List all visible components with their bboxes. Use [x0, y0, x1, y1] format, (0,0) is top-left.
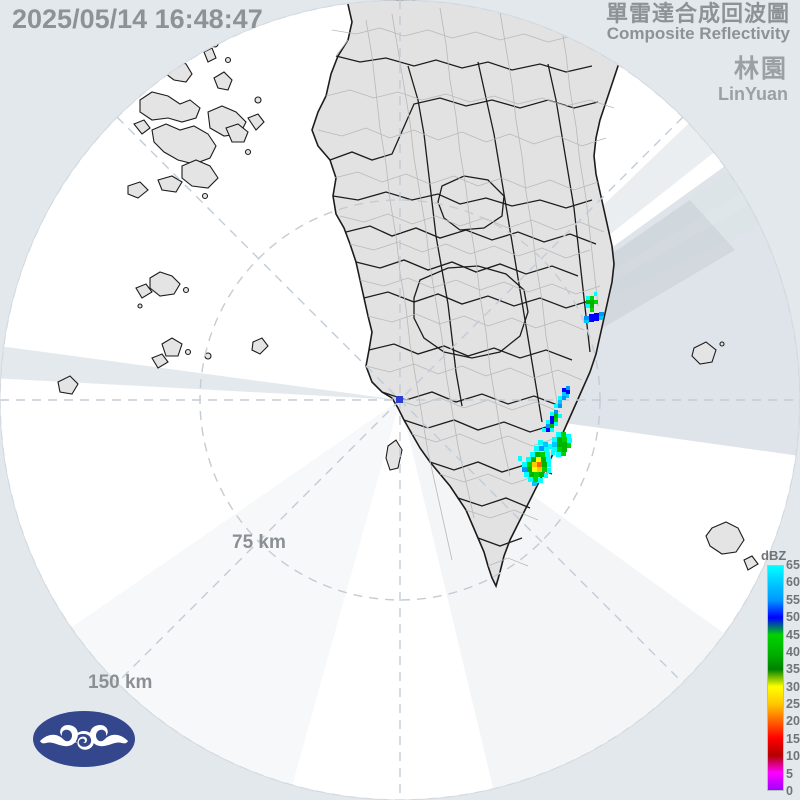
station-name: 林園 LinYuan — [717, 55, 788, 104]
station-name-zh: 林園 — [733, 55, 788, 83]
dbz-colorbar: dBZ 65 60 55 50 45 40 35 30 25 20 15 10 5 0 — [752, 548, 800, 800]
township-borders — [317, 7, 621, 567]
colorbar-tick-20: 20 — [786, 714, 800, 729]
range-ring-label-150km: 150 km — [88, 672, 153, 693]
echo-north-cell-b — [584, 312, 604, 323]
colorbar-tick-0: 0 — [786, 784, 793, 798]
product-title: 單雷達合成回波圖 Composite Reflectivity — [606, 2, 790, 44]
colorbar-tick-50: 50 — [786, 610, 800, 625]
colorbar-tick-45: 45 — [786, 627, 800, 642]
product-title-en: Composite Reflectivity — [606, 24, 790, 44]
echo-southern-main-core — [518, 440, 555, 486]
colorbar-tick-5: 5 — [786, 766, 793, 781]
colorbar-tick-65: 65 — [786, 558, 800, 572]
echo-offshore-core — [548, 432, 572, 457]
colorbar-tick-60: 60 — [786, 575, 800, 590]
range-ring-label-75km: 75 km — [232, 532, 286, 553]
echo-coastal-north — [554, 386, 570, 408]
colorbar-tick-30: 30 — [786, 679, 800, 694]
colorbar-tick-35: 35 — [786, 662, 800, 677]
cwb-logo — [32, 708, 136, 770]
colorbar-tick-55: 55 — [786, 592, 800, 607]
station-name-en: LinYuan — [717, 83, 788, 104]
echo-north-cell-a — [586, 292, 598, 312]
reflectivity-echoes — [518, 292, 604, 486]
echo-coastal-mid — [542, 410, 562, 432]
logo-wave-glyph — [40, 725, 128, 750]
colorbar-title: dBZ — [761, 548, 787, 563]
colorbar-tick-25: 25 — [786, 697, 800, 712]
observation-timestamp: 2025/05/14 16:48:47 — [12, 4, 263, 34]
colorbar-gradient — [767, 565, 784, 791]
colorbar-tick-40: 40 — [786, 644, 800, 659]
colorbar-tick-10: 10 — [786, 749, 800, 764]
product-title-zh: 單雷達合成回波圖 — [605, 1, 790, 26]
radar-site-marker[interactable] — [396, 396, 403, 403]
offshore-islands — [57, 27, 759, 571]
county-borders — [329, 55, 599, 547]
colorbar-tick-15: 15 — [786, 731, 800, 746]
